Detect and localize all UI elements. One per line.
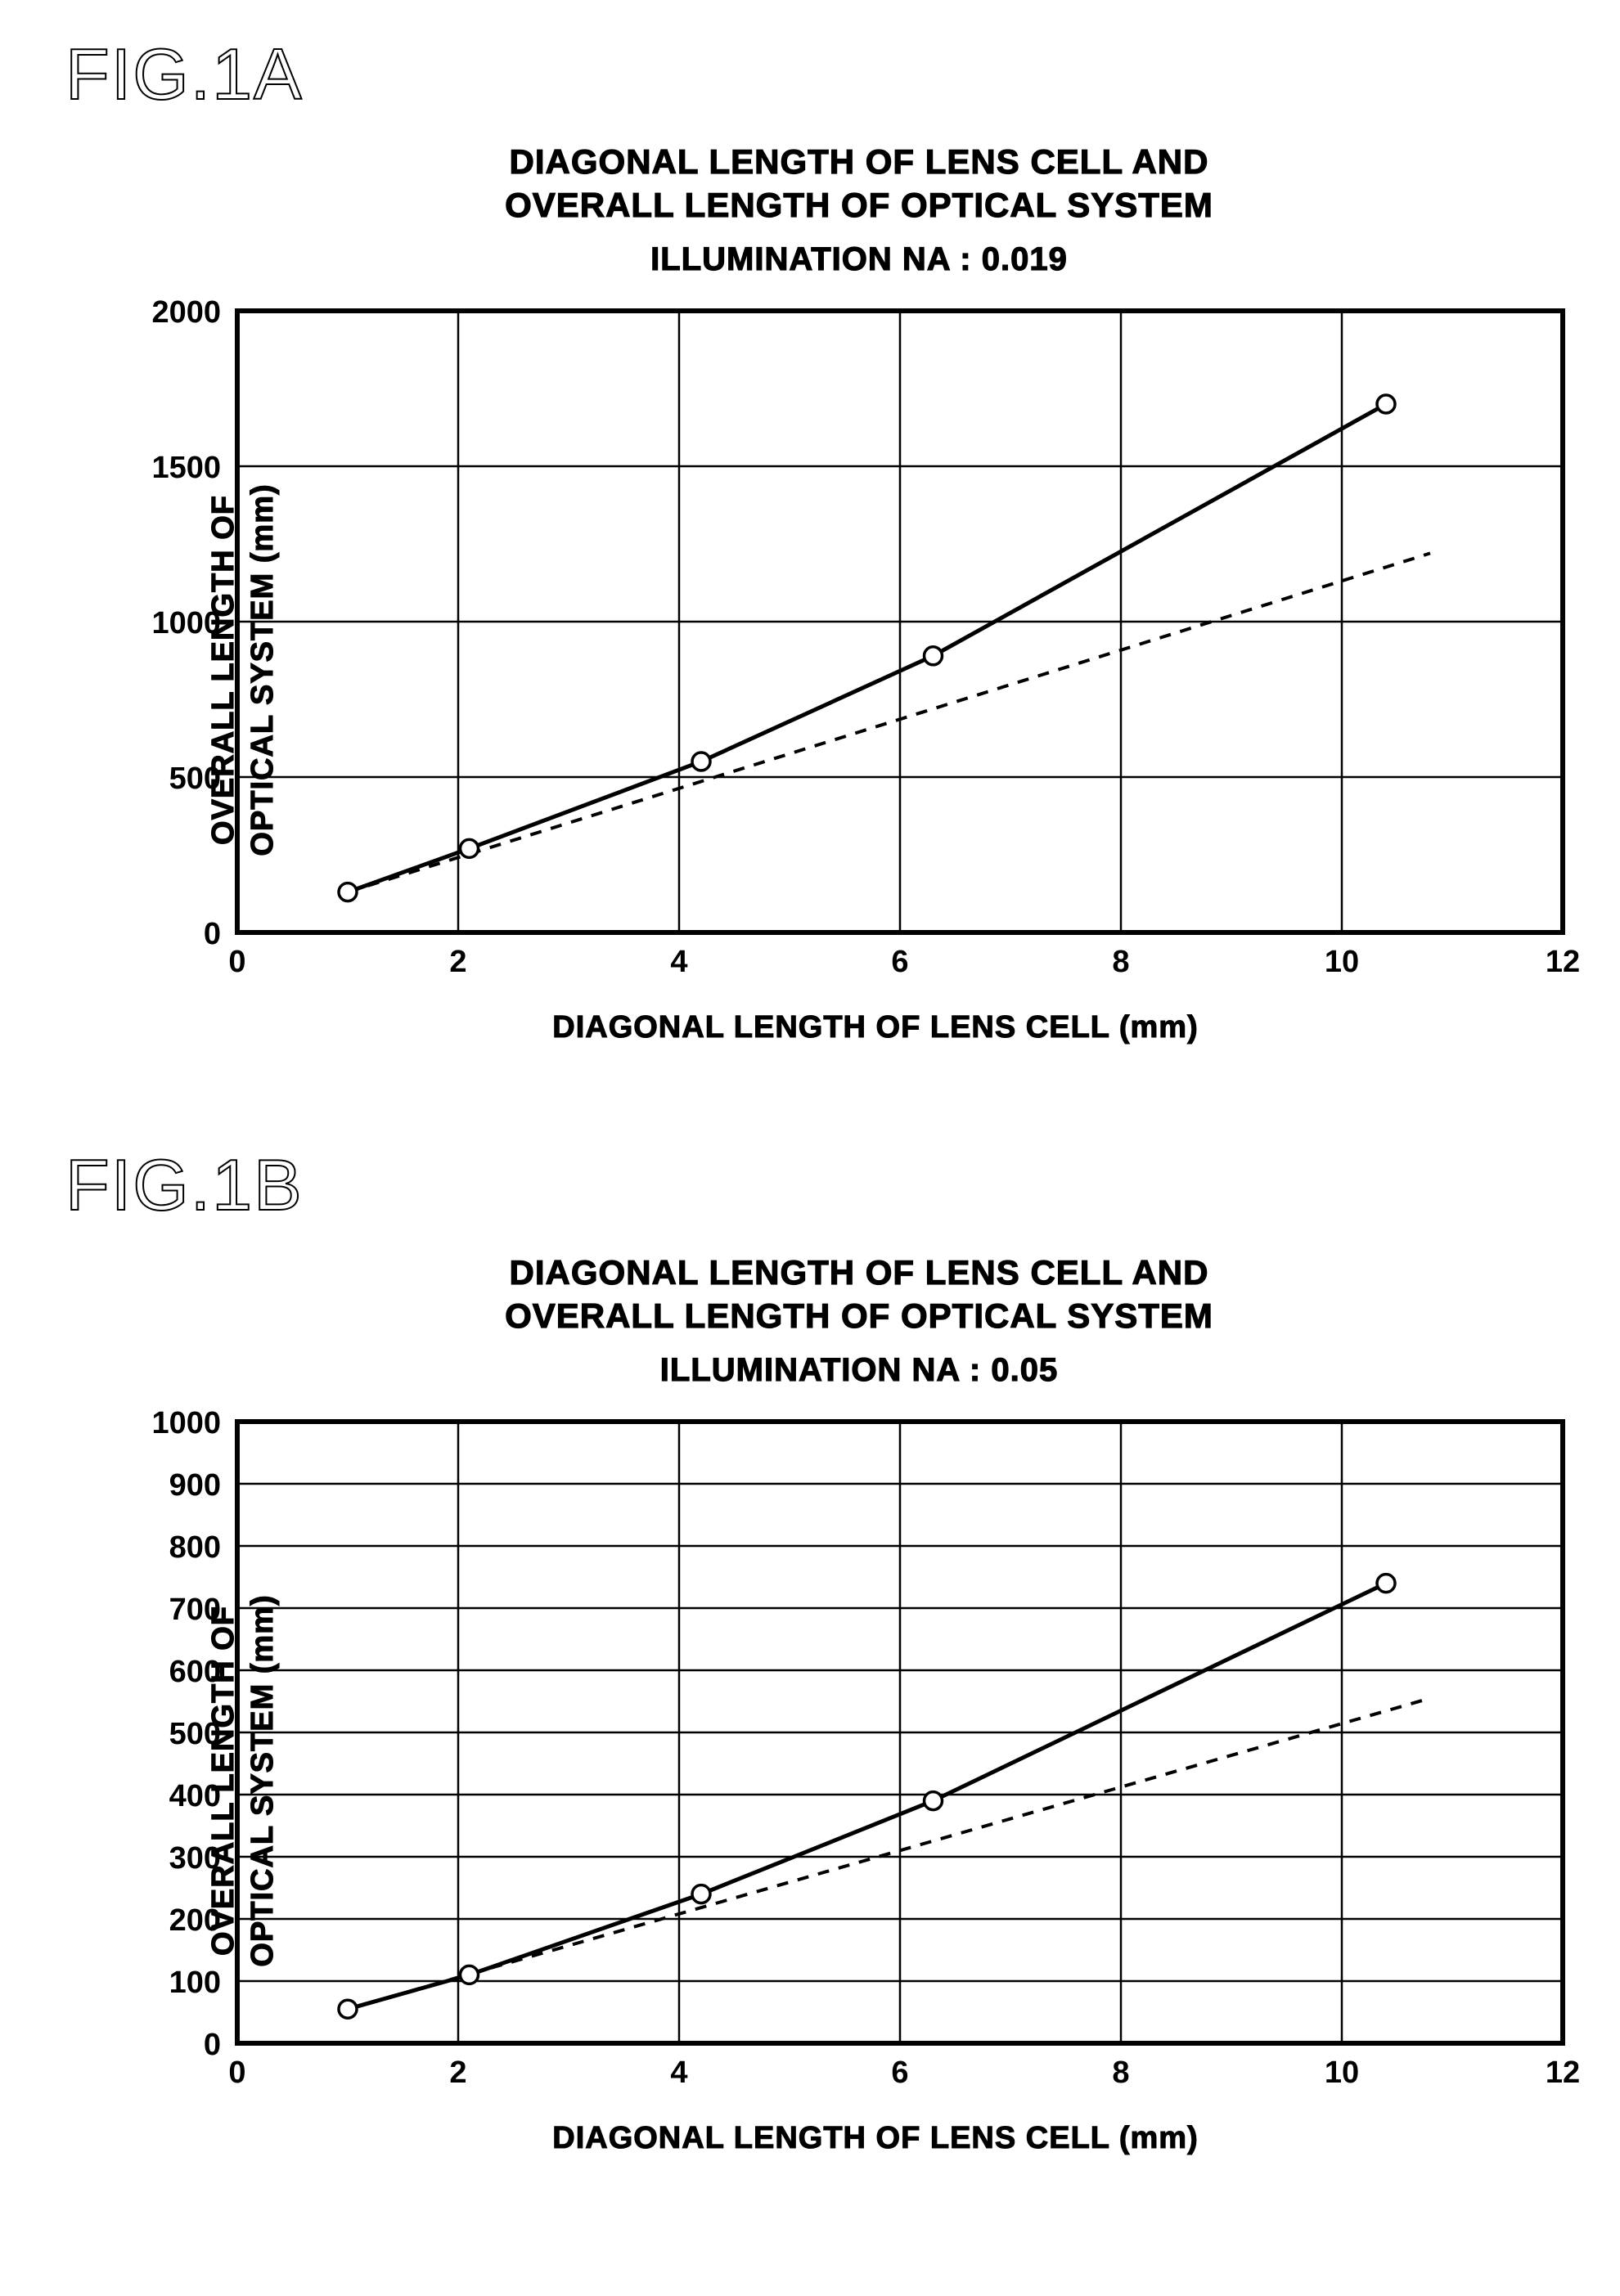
svg-text:12: 12: [1546, 2056, 1580, 2090]
figure-a: FIG.1A DIAGONAL LENGTH OF LENS CELL AND …: [49, 33, 1571, 1045]
svg-text:0: 0: [204, 2028, 221, 2062]
figure-a-title: DIAGONAL LENGTH OF LENS CELL AND OVERALL…: [147, 141, 1571, 227]
svg-text:4: 4: [670, 945, 687, 979]
svg-text:2: 2: [449, 2056, 466, 2090]
figure-b-chart-wrap: OVERALL LENGTH OF OPTICAL SYSTEM (mm) 0 2…: [82, 1405, 1571, 2156]
figure-a-chart-wrap: OVERALL LENGTH OF OPTICAL SYSTEM (mm) 0 2…: [82, 294, 1571, 1045]
svg-text:4: 4: [670, 2056, 687, 2090]
figure-a-ylabel: OVERALL LENGTH OF OPTICAL SYSTEM (mm): [205, 483, 282, 856]
figure-a-title-line2: OVERALL LENGTH OF OPTICAL SYSTEM: [505, 186, 1213, 224]
figure-a-ylabel-line2: OPTICAL SYSTEM (mm): [245, 483, 280, 856]
figure-a-plot: 0246810120500100015002000: [82, 294, 1587, 990]
figure-b-ylabel-line1: OVERALL LENGTH OF: [206, 1606, 241, 1956]
svg-text:6: 6: [891, 945, 908, 979]
svg-text:900: 900: [169, 1468, 221, 1503]
svg-text:10: 10: [1325, 945, 1359, 979]
svg-text:8: 8: [1112, 945, 1129, 979]
figure-b-title-line2: OVERALL LENGTH OF OPTICAL SYSTEM: [505, 1296, 1213, 1335]
figure-b-plot: 0246810120100200300400500600700800900100…: [82, 1405, 1587, 2101]
figure-b-title-line1: DIAGONAL LENGTH OF LENS CELL AND: [510, 1253, 1209, 1292]
svg-text:12: 12: [1546, 945, 1580, 979]
svg-text:0: 0: [204, 917, 221, 951]
figure-b-xlabel: DIAGONAL LENGTH OF LENS CELL (mm): [180, 2121, 1571, 2156]
figure-b-title: DIAGONAL LENGTH OF LENS CELL AND OVERALL…: [147, 1251, 1571, 1337]
figure-b-subtitle: ILLUMINATION NA : 0.05: [147, 1352, 1571, 1389]
svg-text:0: 0: [228, 945, 245, 979]
figure-b-ylabel: OVERALL LENGTH OF OPTICAL SYSTEM (mm): [205, 1594, 282, 1966]
svg-text:2000: 2000: [151, 295, 221, 330]
svg-text:2: 2: [449, 945, 466, 979]
svg-text:1000: 1000: [151, 1406, 221, 1440]
svg-text:6: 6: [891, 2056, 908, 2090]
figure-b-ylabel-line2: OPTICAL SYSTEM (mm): [245, 1594, 280, 1966]
svg-text:100: 100: [169, 1966, 221, 2000]
svg-text:10: 10: [1325, 2056, 1359, 2090]
svg-text:1500: 1500: [151, 451, 221, 485]
svg-text:800: 800: [169, 1530, 221, 1565]
figure-a-title-line1: DIAGONAL LENGTH OF LENS CELL AND: [510, 142, 1209, 181]
figure-b-titles: DIAGONAL LENGTH OF LENS CELL AND OVERALL…: [147, 1251, 1571, 1389]
figure-a-titles: DIAGONAL LENGTH OF LENS CELL AND OVERALL…: [147, 141, 1571, 278]
figure-a-ylabel-line1: OVERALL LENGTH OF: [206, 495, 241, 845]
figure-a-label: FIG.1A: [65, 33, 1571, 116]
figure-a-xlabel: DIAGONAL LENGTH OF LENS CELL (mm): [180, 1010, 1571, 1045]
svg-text:8: 8: [1112, 2056, 1129, 2090]
figure-b: FIG.1B DIAGONAL LENGTH OF LENS CELL AND …: [49, 1144, 1571, 2156]
figure-b-label: FIG.1B: [65, 1144, 1571, 1227]
svg-text:0: 0: [228, 2056, 245, 2090]
figure-a-subtitle: ILLUMINATION NA : 0.019: [147, 241, 1571, 278]
